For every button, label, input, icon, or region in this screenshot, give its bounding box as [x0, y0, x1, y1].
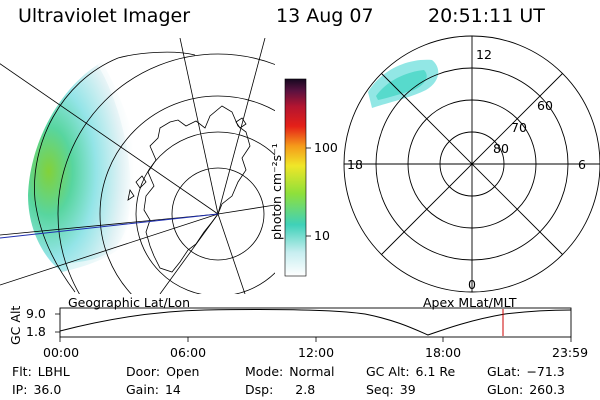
gcalt-label: GC Alt: [366, 364, 410, 379]
gc-alt-tick-9: 9.0 [26, 306, 46, 321]
instrument-title: Ultraviolet Imager [18, 5, 191, 27]
mlat-label-80: 80 [493, 141, 509, 156]
flt-value: LBHL [37, 364, 70, 379]
time-tick-0600: 06:00 [170, 345, 207, 360]
info-dsp: Dsp: 2.8 [245, 382, 315, 397]
time-tick-1200: 12:00 [298, 345, 335, 360]
seq-value: 39 [399, 382, 416, 397]
dsp-value: 2.8 [295, 382, 316, 397]
gcalt-value: 6.1 Re [415, 364, 456, 379]
ip-value: 36.0 [33, 382, 62, 397]
mlt-label-0: 0 [468, 277, 476, 292]
image-time: 20:51:11 UT [428, 5, 545, 27]
glat-value: −71.3 [526, 364, 565, 379]
info-glat: GLat: −71.3 [487, 364, 565, 379]
gain-value: 14 [164, 382, 181, 397]
info-flt: Flt: LBHL [12, 364, 70, 379]
satellite-track [0, 213, 219, 239]
earth-limb [34, 57, 119, 293]
info-gcalt: GC Alt: 6.1 Re [366, 364, 455, 379]
mode-value: Normal [289, 364, 335, 379]
door-label: Door: [126, 364, 161, 379]
aurora-emission [28, 62, 143, 272]
info-seq: Seq: 39 [366, 382, 416, 397]
coastline [143, 105, 251, 273]
gain-label: Gain: [126, 382, 159, 397]
mode-label: Mode: [245, 364, 284, 379]
info-ip: IP: 36.0 [12, 382, 61, 397]
apex-label: Apex MLat/MLT [423, 295, 517, 310]
mlat-label-60: 60 [537, 98, 553, 113]
colorbar-tick-10: 10 [314, 228, 330, 243]
flt-label: Flt: [12, 364, 32, 379]
mlt-label-6: 6 [578, 157, 586, 172]
info-glon: GLon: 260.3 [487, 382, 565, 397]
altitude-curve [59, 308, 572, 336]
glat-label: GLat: [487, 364, 521, 379]
info-gain: Gain: 14 [126, 382, 181, 397]
gc-alt-axis-label: GC Alt [8, 305, 23, 345]
dsp-label: Dsp: [245, 382, 274, 397]
seq-label: Seq: [366, 382, 394, 397]
time-tick-2359: 23:59 [552, 345, 589, 360]
time-tick-1800: 18:00 [425, 345, 462, 360]
glon-value: 260.3 [529, 382, 566, 397]
geographic-grid [0, 38, 275, 294]
geographic-label: Geographic Lat/Lon [68, 295, 190, 310]
info-mode: Mode: Normal [245, 364, 335, 379]
door-value: Open [166, 364, 200, 379]
mlat-label-70: 70 [511, 120, 527, 135]
time-tick-0000: 00:00 [43, 345, 80, 360]
colorbar-tick-100: 100 [314, 140, 338, 155]
image-date: 13 Aug 07 [276, 5, 374, 27]
glon-label: GLon: [487, 382, 524, 397]
info-door: Door: Open [126, 364, 199, 379]
mlt-label-12: 12 [476, 47, 492, 62]
ip-label: IP: [12, 382, 28, 397]
gc-alt-tick-1-8: 1.8 [26, 324, 46, 339]
mlt-label-18: 18 [347, 157, 363, 172]
